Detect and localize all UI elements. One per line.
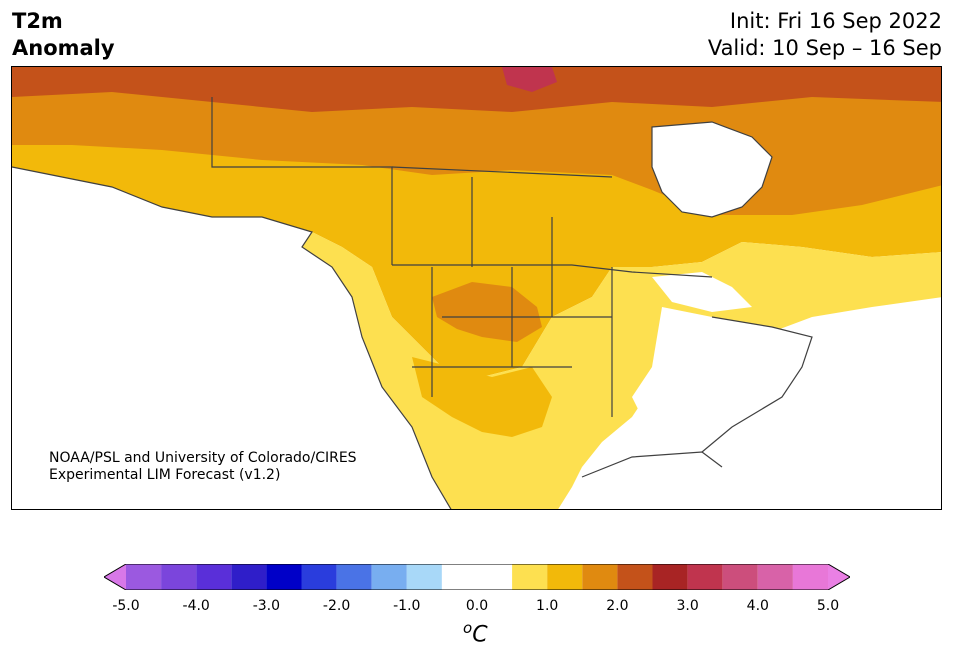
gulf-of-mexico bbox=[572, 452, 722, 509]
init-date: Init: Fri 16 Sep 2022 bbox=[729, 9, 942, 33]
pacific-ocean bbox=[12, 167, 451, 509]
colorbar-tick-label: 2.0 bbox=[606, 598, 629, 614]
region-greenland-spot bbox=[502, 67, 557, 92]
credit-text: NOAA/PSL and University of Colorado/CIRE… bbox=[49, 450, 357, 484]
colorbar-bin bbox=[547, 564, 583, 590]
unit-base: C bbox=[472, 622, 488, 648]
colorbar-bin bbox=[406, 564, 442, 590]
valid-range: Valid: 10 Sep – 16 Sep bbox=[707, 36, 942, 60]
anomaly-map bbox=[11, 66, 942, 510]
map-canvas bbox=[12, 67, 941, 509]
colorbar-bin bbox=[687, 564, 723, 590]
colorbar-bin bbox=[371, 564, 407, 590]
colorbar-bin bbox=[652, 564, 688, 590]
colorbar-bin bbox=[266, 564, 302, 590]
colorbar-tick-label: 5.0 bbox=[816, 598, 840, 614]
unit-label: oC bbox=[463, 619, 488, 647]
colorbar-tick-label: -4.0 bbox=[182, 598, 210, 614]
colorbar-tick-label: 3.0 bbox=[676, 598, 699, 614]
colorbar-bin bbox=[161, 564, 197, 590]
colorbar bbox=[104, 564, 850, 590]
colorbar-bin bbox=[231, 564, 267, 590]
unit-degree: o bbox=[463, 619, 473, 637]
colorbar-tick-label: -5.0 bbox=[112, 598, 140, 614]
colorbar-bin bbox=[757, 564, 793, 590]
region-eastern-us bbox=[632, 307, 812, 427]
colorbar-bin bbox=[792, 564, 828, 590]
colorbar-bin bbox=[301, 564, 337, 590]
region-central-canada-plains bbox=[12, 145, 941, 377]
colorbar-tick-label: 4.0 bbox=[746, 598, 769, 614]
title-line-2: Anomaly bbox=[12, 36, 115, 60]
title-line-1: T2m bbox=[12, 9, 63, 33]
region-rockies-core bbox=[432, 282, 542, 342]
atlantic-ocean bbox=[702, 307, 941, 509]
colorbar-tick-label: -2.0 bbox=[322, 598, 351, 614]
colorbar-tick-label: 0.0 bbox=[465, 598, 489, 614]
hudson-bay bbox=[652, 122, 772, 217]
colorbar-bin bbox=[196, 564, 232, 590]
colorbar-bin bbox=[617, 564, 653, 590]
great-lakes bbox=[652, 272, 752, 312]
colorbar-bin bbox=[722, 564, 758, 590]
region-southwest-inner bbox=[412, 357, 552, 437]
region-western-us-texas bbox=[302, 232, 941, 509]
colorbar-under-arrow bbox=[104, 564, 126, 590]
map-title: T2m Anomaly bbox=[12, 8, 115, 62]
credit-line-2: Experimental LIM Forecast (v1.2) bbox=[49, 467, 281, 483]
colorbar-bin bbox=[512, 564, 548, 590]
borders bbox=[12, 97, 813, 509]
colorbar-over-arrow bbox=[828, 564, 850, 590]
credit-line-1: NOAA/PSL and University of Colorado/CIRE… bbox=[49, 450, 357, 466]
colorbar-tick-label: -3.0 bbox=[252, 598, 281, 614]
colorbar-tick-label: 1.0 bbox=[536, 598, 559, 614]
colorbar-bin bbox=[336, 564, 372, 590]
colorbar-bin bbox=[126, 564, 162, 590]
colorbar-bin bbox=[441, 564, 513, 590]
region-canada-arctic bbox=[12, 67, 941, 117]
forecast-dates: Init: Fri 16 Sep 2022 Valid: 10 Sep – 16… bbox=[708, 8, 942, 62]
colorbar-tick-label: -1.0 bbox=[393, 598, 421, 614]
colorbar-bin bbox=[582, 564, 618, 590]
